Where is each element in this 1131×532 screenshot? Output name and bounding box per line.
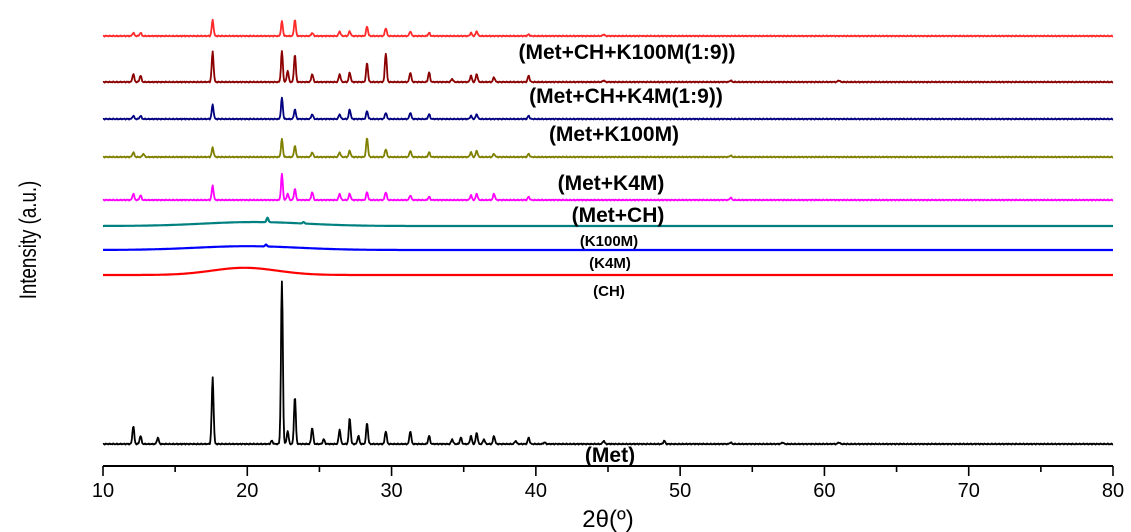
series-label-met-ch-k100m-1-9: (Met+CH+K100M(1:9)) bbox=[518, 41, 735, 64]
series-label-met-k100m: (Met+K100M) bbox=[549, 123, 679, 146]
series-label-met-k4m: (Met+K4M) bbox=[558, 172, 665, 195]
x-tick-label-40: 40 bbox=[525, 480, 547, 502]
y-axis-title: Intensity (a.u.) bbox=[15, 181, 42, 300]
series-label-met: (Met) bbox=[585, 444, 635, 467]
x-axis: 10 20 30 40 50 60 70 80 bbox=[92, 465, 1124, 502]
x-tick-label-30: 30 bbox=[380, 480, 402, 502]
series-line-met-ch bbox=[102, 172, 1114, 202]
series-layer bbox=[102, 18, 1114, 446]
series-line-k4m bbox=[102, 243, 1114, 252]
series-label-met-ch: (Met+CH) bbox=[572, 204, 665, 227]
x-tick-label-60: 60 bbox=[813, 480, 835, 502]
series-line-met-k4m bbox=[102, 137, 1114, 159]
x-tick-label-10: 10 bbox=[92, 480, 114, 502]
series-line-met-ch-k100m-1-9 bbox=[102, 18, 1114, 38]
series-label-ch: (CH) bbox=[593, 283, 625, 300]
x-axis-title: 2θ(º) bbox=[582, 506, 633, 532]
x-tick-label-20: 20 bbox=[236, 480, 258, 502]
x-tick-label-50: 50 bbox=[669, 480, 691, 502]
series-line-met-ch-k4m-1-9 bbox=[102, 50, 1114, 84]
series-line-k100m bbox=[102, 216, 1114, 228]
series-label-k4m: (K4M) bbox=[589, 255, 631, 272]
series-line-met-k100m bbox=[102, 96, 1114, 121]
series-line-ch bbox=[102, 266, 1114, 277]
series-line-met bbox=[102, 280, 1114, 446]
x-tick-label-70: 70 bbox=[958, 480, 980, 502]
x-tick-label-80: 80 bbox=[1102, 480, 1124, 502]
series-label-layer: (Met) (CH) (K4M) (K100M) (Met+CH) (Met+K4M) (M… bbox=[518, 41, 735, 467]
series-label-k100m: (K100M) bbox=[580, 233, 638, 250]
series-label-met-ch-k4m-1-9: (Met+CH+K4M(1:9)) bbox=[529, 85, 723, 108]
